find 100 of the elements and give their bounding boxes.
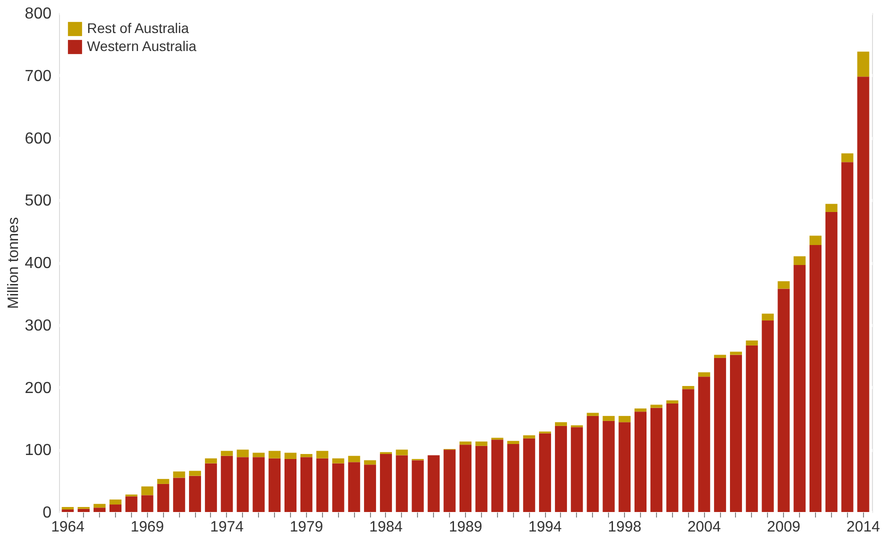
- y-tick-label: 700: [24, 68, 52, 85]
- bar: [109, 500, 122, 505]
- x-tick-label: 2009: [767, 518, 800, 536]
- bar: [475, 442, 488, 446]
- bar: [252, 452, 265, 458]
- bar: [634, 412, 647, 512]
- bar: [762, 320, 774, 512]
- bar: [332, 463, 344, 512]
- bar: [857, 52, 870, 77]
- x-tick-label: 2014: [846, 518, 880, 536]
- bar: [507, 444, 520, 512]
- bar: [825, 212, 838, 512]
- bar: [570, 427, 583, 512]
- x-tick-label: 1979: [290, 518, 324, 536]
- bar: [634, 408, 647, 412]
- bar: [475, 446, 488, 512]
- bar: [825, 204, 838, 212]
- bar: [268, 450, 281, 458]
- bar: [364, 464, 376, 512]
- bar: [460, 442, 472, 445]
- bar: [778, 288, 790, 512]
- bar: [316, 458, 328, 512]
- bar: [444, 450, 456, 512]
- bar: [189, 476, 202, 512]
- bar: [586, 412, 599, 416]
- y-tick-label: 500: [24, 192, 52, 210]
- bar: [204, 458, 217, 464]
- x-tick-label: 1989: [448, 518, 482, 536]
- bar: [236, 457, 249, 512]
- bar: [491, 440, 504, 512]
- bar: [810, 245, 822, 512]
- y-tick-label: 600: [24, 130, 52, 148]
- bar: [682, 386, 694, 390]
- x-tick-label: 1974: [210, 518, 244, 536]
- legend-label: Western Australia: [87, 38, 197, 54]
- y-tick-label: 400: [24, 255, 52, 272]
- bar: [586, 416, 599, 512]
- bar: [300, 454, 312, 458]
- bar: [554, 422, 567, 426]
- bar: [554, 426, 567, 512]
- bar: [810, 236, 822, 246]
- bar: [507, 440, 520, 444]
- bar: [173, 471, 186, 478]
- bar: [428, 455, 440, 512]
- bar: [602, 420, 615, 512]
- bar: [173, 478, 186, 512]
- bar: [746, 345, 758, 512]
- bar: [157, 484, 170, 512]
- x-tick-label: 1969: [130, 518, 164, 536]
- bar: [523, 435, 536, 438]
- bar: [746, 340, 758, 346]
- bar: [348, 456, 360, 462]
- bar: [268, 458, 281, 512]
- bar: [78, 508, 90, 512]
- bar: [396, 450, 408, 456]
- bar: [698, 372, 710, 377]
- bar: [348, 462, 360, 512]
- y-tick-label: 800: [24, 6, 52, 22]
- x-tick-label: 1964: [51, 518, 84, 536]
- y-tick-label: 100: [24, 442, 52, 460]
- bar: [714, 354, 726, 358]
- bar: [316, 450, 328, 458]
- bar: [650, 404, 662, 408]
- bar: [618, 422, 631, 512]
- bar: [109, 504, 122, 512]
- bar: [284, 452, 296, 459]
- bar: [284, 458, 296, 512]
- bar: [364, 460, 376, 465]
- bar: [220, 456, 233, 512]
- bar: [189, 470, 202, 476]
- x-tick-label: 1984: [369, 518, 403, 536]
- y-tick-label: 0: [42, 504, 52, 522]
- bar: [94, 504, 106, 508]
- bar: [778, 281, 790, 289]
- bar: [618, 416, 631, 422]
- bar: [794, 264, 806, 512]
- bar: [62, 507, 74, 510]
- bar: [460, 444, 472, 512]
- bar: [602, 416, 615, 421]
- bar: [141, 486, 154, 496]
- bar: [94, 508, 106, 512]
- bar: [698, 376, 710, 512]
- bar: [650, 408, 662, 512]
- bar: [141, 495, 154, 512]
- bar: [380, 454, 392, 512]
- bar: [841, 162, 854, 512]
- bar: [252, 457, 265, 512]
- bar: [236, 450, 249, 458]
- bar: [857, 76, 870, 512]
- bar: [523, 438, 536, 512]
- bar: [682, 389, 694, 512]
- bar: [300, 457, 312, 512]
- bar: [125, 496, 138, 512]
- bar: [157, 478, 170, 484]
- bar: [794, 256, 806, 265]
- bar: [412, 460, 424, 512]
- legend-label: Rest of Australia: [87, 20, 190, 36]
- bar: [220, 450, 233, 456]
- bar: [841, 153, 854, 162]
- bar: [332, 458, 344, 464]
